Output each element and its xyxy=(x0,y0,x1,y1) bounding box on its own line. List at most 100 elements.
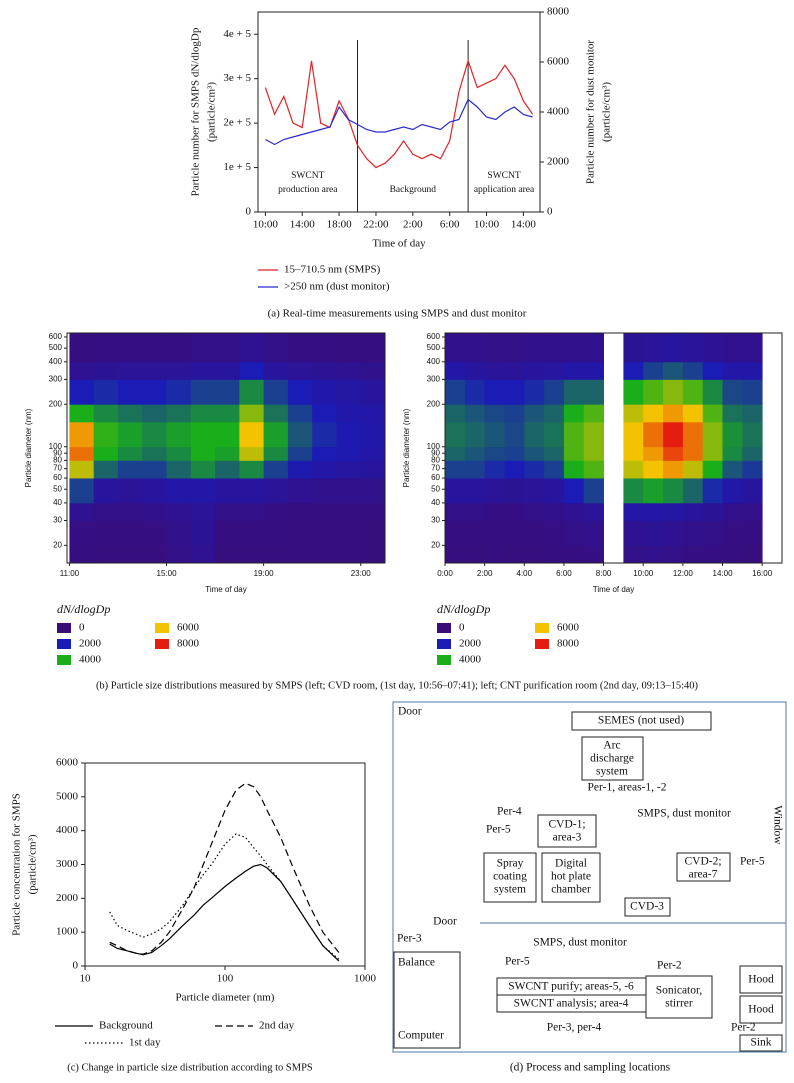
heat-cell xyxy=(360,478,386,504)
heat-cell xyxy=(623,421,644,448)
region-label: SWCNT xyxy=(291,171,324,181)
heat-cell xyxy=(287,379,313,405)
heat-cell xyxy=(663,446,684,461)
heat-cell xyxy=(663,421,684,448)
heat-cell xyxy=(263,446,289,461)
heat-cell xyxy=(722,421,743,448)
y-tick-label: 2e + 5 xyxy=(223,117,251,129)
heat-cell xyxy=(215,545,240,564)
equipment-box xyxy=(541,852,601,903)
diagram-label: Digital xyxy=(555,858,587,870)
heat-cell xyxy=(117,361,143,380)
heat-cell xyxy=(504,404,525,423)
heat-cell xyxy=(166,460,192,479)
diagram-label: system xyxy=(596,766,628,778)
heat-cell xyxy=(239,421,265,448)
x-tick-label: 10 xyxy=(80,973,92,985)
diagram-label: Door xyxy=(398,706,422,718)
heat-cell xyxy=(215,478,240,504)
heat-cell xyxy=(524,478,545,504)
legend-label: 2000 xyxy=(459,638,482,650)
heat-cell xyxy=(643,502,664,521)
heat-cell xyxy=(464,446,486,461)
heat-cell xyxy=(742,446,763,461)
heat-cell xyxy=(190,361,216,380)
heat-cell xyxy=(287,478,313,504)
heat-cell xyxy=(263,333,289,363)
heat-cell xyxy=(742,404,763,423)
heat-cell xyxy=(702,460,723,479)
heat-cell xyxy=(623,446,644,461)
heat-cell xyxy=(142,478,167,504)
legend-label: 0 xyxy=(79,622,85,634)
heat-cell xyxy=(544,446,565,461)
heat-cell xyxy=(722,520,743,546)
heat-cell xyxy=(504,361,525,380)
x-tick-label: 15:00 xyxy=(157,569,178,578)
heat-cell xyxy=(166,502,192,521)
heat-cell xyxy=(336,478,362,504)
heat-cell xyxy=(166,478,192,504)
heat-cell xyxy=(190,379,216,405)
y-tick-label: 4000 xyxy=(56,824,79,836)
legend-swatch xyxy=(535,639,549,649)
caption: (b) Particle size distributions measured… xyxy=(96,680,699,691)
heat-cell xyxy=(643,520,664,546)
legend-label: 1st day xyxy=(129,1037,161,1049)
diagram-label: Per-4 xyxy=(497,806,522,818)
y-tick-label: 60 xyxy=(53,473,62,482)
heat-cell xyxy=(524,502,545,521)
heat-cell xyxy=(117,478,143,504)
heat-cell xyxy=(336,460,362,479)
heat-cell xyxy=(287,404,313,423)
heat-cell xyxy=(563,361,585,380)
y-tick-label: 70 xyxy=(53,464,62,473)
heat-cell xyxy=(239,404,265,423)
heat-cell xyxy=(663,404,684,423)
heat-cell xyxy=(287,545,313,564)
heat-cell xyxy=(360,421,386,448)
equipment-box xyxy=(571,711,712,731)
diagram-label: Per-5 xyxy=(486,824,511,836)
heat-cell xyxy=(742,333,763,363)
heat-cell xyxy=(623,361,644,380)
plot-frame xyxy=(257,11,541,213)
heat-cell xyxy=(445,520,466,546)
x-tick-label: 8:00 xyxy=(596,569,612,578)
equipment-box xyxy=(739,1034,783,1052)
equipment-box xyxy=(739,995,783,1024)
diagram-label: Door xyxy=(433,916,457,928)
diagram-label: CVD-1; xyxy=(548,819,585,831)
heat-cell xyxy=(682,404,704,423)
y-tick-label: 600 xyxy=(427,332,441,341)
heat-cell xyxy=(484,333,505,363)
legend-swatch xyxy=(535,623,549,633)
y-tick-label: 0 xyxy=(73,960,79,972)
y-tick-label: 500 xyxy=(427,343,441,352)
heat-cell xyxy=(663,361,684,380)
heat-cell xyxy=(623,404,644,423)
x-tick-label: 10:00 xyxy=(253,219,279,231)
heat-cell xyxy=(117,520,143,546)
heat-cell xyxy=(69,460,95,479)
heat-cell xyxy=(166,421,192,448)
heat-cell xyxy=(643,545,664,564)
y-tick-label: 600 xyxy=(49,332,63,341)
y-tick-label: 40 xyxy=(431,498,440,507)
y-tick-label: 70 xyxy=(431,464,440,473)
heat-cell xyxy=(166,446,192,461)
heat-cell xyxy=(312,460,337,479)
heat-cell xyxy=(682,545,704,564)
heat-cell xyxy=(239,502,265,521)
heat-cell xyxy=(93,379,119,405)
heat-cell xyxy=(263,404,289,423)
y-tick-label: 300 xyxy=(427,375,441,384)
heat-cell xyxy=(544,404,565,423)
y-tick-label: 1000 xyxy=(56,926,79,938)
heat-cell xyxy=(623,520,644,546)
series-line xyxy=(265,98,533,146)
heat-cell xyxy=(336,379,362,405)
heat-cell xyxy=(69,404,95,423)
diagram-label: SWCNT analysis; area-4 xyxy=(514,998,629,1010)
heat-cell xyxy=(239,460,265,479)
